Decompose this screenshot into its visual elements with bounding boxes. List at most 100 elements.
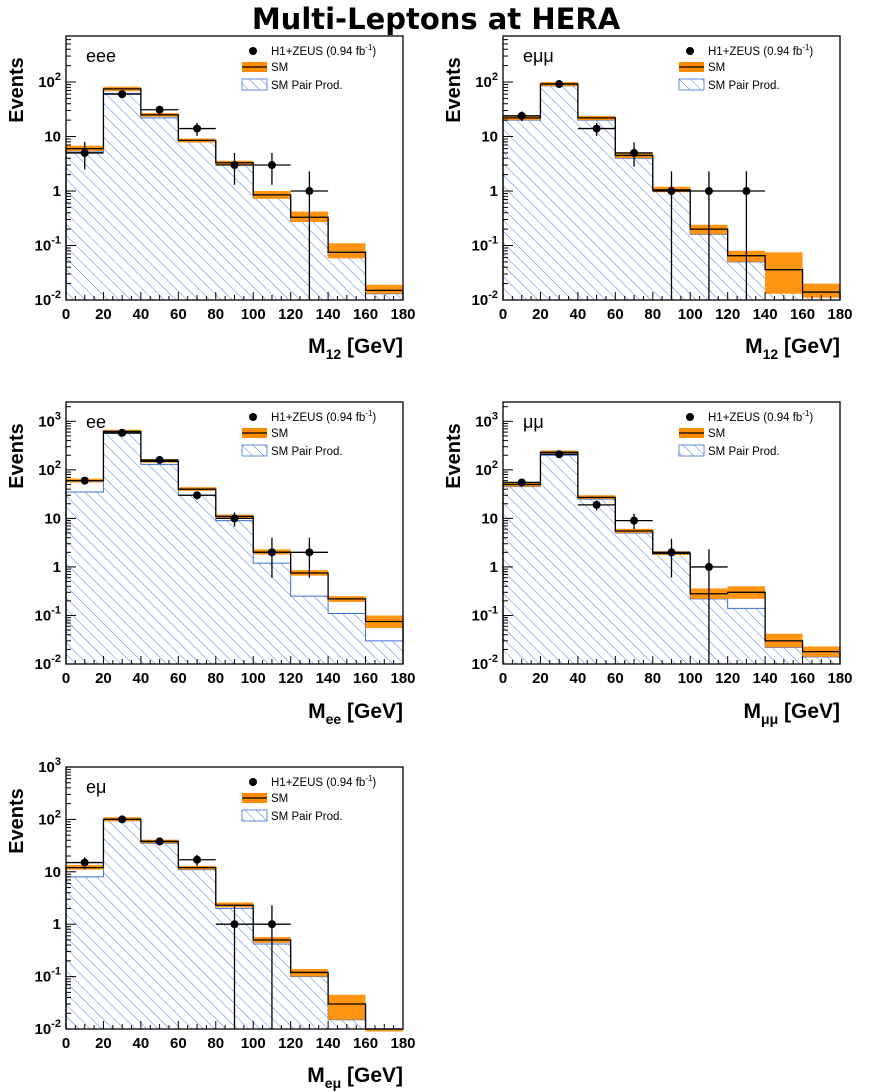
x-tick-label: 80 [207,1035,224,1052]
y-tick-label: 10-1 [35,966,61,986]
pair-prod-bar [140,117,179,300]
pair-prod-bar [328,613,366,664]
x-tick-label: 20 [95,1035,112,1052]
legend-data-text: H1+ZEUS (0.94 fb [271,412,365,424]
legend-pair-label: SM Pair Prod. [708,446,780,458]
y-tick-mantissa: 10 [481,129,498,146]
y-tick-exponent: -2 [51,289,61,301]
data-point [155,455,164,464]
legend-data-sup: -1 [365,774,373,783]
y-tick-exponent: 2 [492,71,498,83]
y-tick-mantissa: 10 [38,811,55,828]
channel-label: μμ [523,412,544,432]
y-axis-label: Events [443,57,465,123]
x-axis-label-sub: μμ [761,711,778,727]
x-tick-label: 60 [170,1035,187,1052]
legend-sm-label: SM [271,62,288,74]
data-point [630,148,639,157]
y-tick-mantissa: 1 [53,183,61,200]
data-point [118,428,127,437]
sm-band-bin [328,243,366,259]
legend-data-label: H1+ZEUS (0.94 fb-1) [708,43,813,58]
data-point [305,548,314,557]
x-axis-label-sub: 12 [763,346,779,362]
data-point [118,815,127,824]
x-tick-label: 20 [532,670,549,687]
y-tick-label: 10 [481,129,498,146]
legend-pair-swatch [678,444,705,457]
y-tick-mantissa: 10 [38,74,55,91]
y-tick-label: 102 [38,71,61,91]
legend-data-close: ) [809,412,813,424]
pair-prod-bar [328,255,366,300]
x-axis-label-unit: [GeV] [778,335,840,358]
y-tick-exponent: 3 [55,756,61,768]
legend-data-close: ) [372,46,376,58]
pair-prod-bar [215,520,254,664]
y-tick-mantissa: 10 [472,607,489,624]
pair-prod-bar [103,820,141,1029]
x-tick-label: 100 [241,306,266,323]
legend-data-text: H1+ZEUS (0.94 fb [271,777,365,789]
y-tick-exponent: 2 [55,71,61,83]
pair-prod-bar [290,596,329,664]
pair-prod-bar [503,486,541,664]
data-point [592,124,601,133]
legend-sm-label: SM [271,793,288,805]
channel-label: eμμ [523,46,554,66]
data-point [193,124,202,133]
legend-sm-label: SM [708,62,725,74]
y-tick-label: 103 [475,410,498,430]
x-tick-label: 60 [170,670,187,687]
legend-data-text: H1+ZEUS (0.94 fb [271,46,365,58]
pair-prod-bar [727,608,766,664]
legend-data-close: ) [372,777,376,789]
y-tick-exponent: 2 [492,459,498,471]
x-tick-label: 180 [390,1035,415,1052]
pair-prod-bar [253,563,291,664]
legend-data-marker [249,47,257,55]
y-axis-label: Events [6,423,28,489]
sm-band-bin [365,1029,403,1032]
x-tick-label: 160 [790,306,815,323]
x-tick-label: 120 [278,670,303,687]
legend-data-marker [686,413,694,421]
y-tick-label: 10 [44,510,61,527]
data-point [555,80,564,89]
legend-data-close: ) [372,412,376,424]
y-tick-exponent: -2 [488,289,498,301]
data-point [267,548,276,557]
data-point [267,161,276,170]
pair-prod-bar [290,976,329,1029]
legend-data-sup: -1 [365,409,373,418]
x-tick-label: 40 [570,670,587,687]
x-tick-label: 80 [644,306,661,323]
x-tick-label: 40 [133,670,150,687]
y-tick-mantissa: 10 [472,292,489,309]
x-tick-label: 20 [95,670,112,687]
data-point [230,514,239,523]
y-tick-label: 10-2 [472,289,498,309]
pair-prod-bar [765,647,803,664]
panels-layer: 0 20 40 60 80 100 120 140 160 18010-210-1110102Ev… [6,35,853,1091]
x-tick-label: 0 [62,306,70,323]
pair-prod-bar [140,843,179,1029]
legend-sm-label: SM [271,428,288,440]
pair-prod-bar [615,533,653,664]
pair-prod-bar [540,455,578,664]
legend-data-sup: -1 [802,409,810,418]
data-point [193,491,202,500]
y-tick-exponent: -2 [488,653,498,665]
y-tick-mantissa: 10 [35,969,52,986]
panel-4: 0 20 40 60 80 100 120 140 160 18010-210-111010210… [6,756,416,1091]
y-tick-mantissa: 10 [35,607,52,624]
y-tick-mantissa: 10 [475,74,492,91]
y-tick-label: 103 [38,756,61,776]
x-axis-label-main: M [744,700,762,723]
x-axis-label: Meμ [GeV] [307,1064,403,1091]
legend-data-marker [249,778,257,786]
y-tick-mantissa: 10 [35,292,52,309]
sm-band-bin [802,283,840,298]
pair-prod-bar [577,120,616,301]
